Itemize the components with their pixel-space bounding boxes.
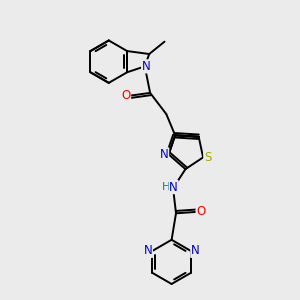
Text: N: N <box>142 60 150 73</box>
Text: O: O <box>121 89 130 102</box>
Text: N: N <box>191 244 200 257</box>
Text: S: S <box>204 151 211 164</box>
Text: N: N <box>169 181 178 194</box>
Text: N: N <box>160 148 169 161</box>
Text: N: N <box>144 244 152 257</box>
Text: O: O <box>196 205 206 218</box>
Text: H: H <box>161 182 170 192</box>
